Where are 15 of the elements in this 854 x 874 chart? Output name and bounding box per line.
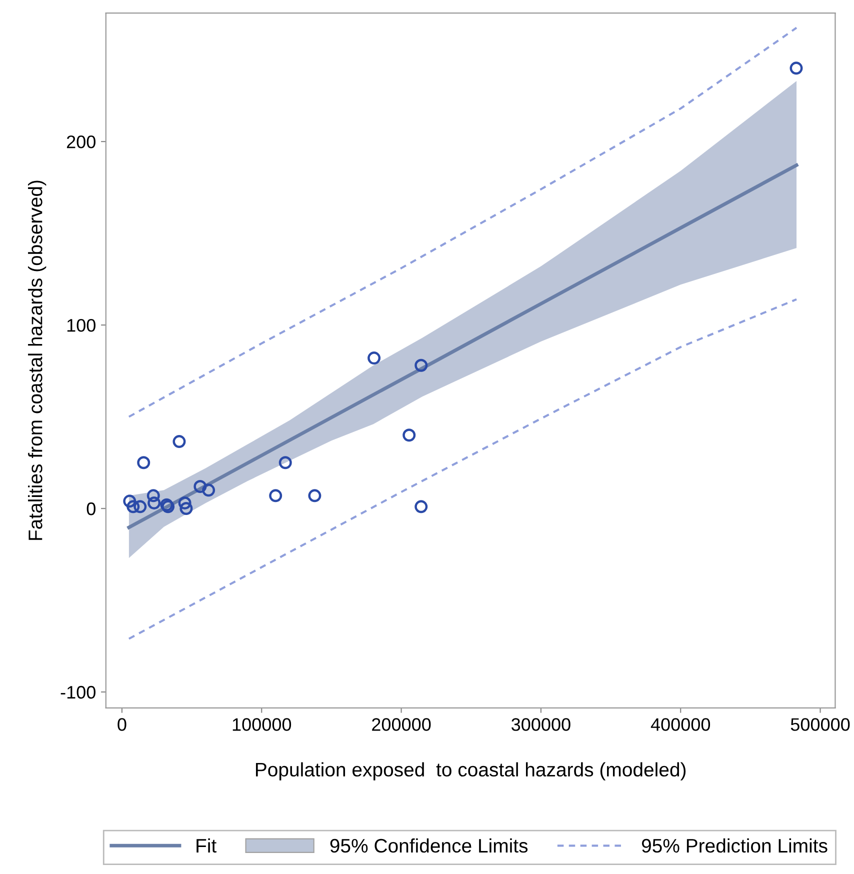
y-tick-label: 200	[66, 135, 96, 148]
x-tick-label: 100000	[232, 718, 292, 731]
x-axis-title: Population exposed to coastal hazards (modeled)	[256, 762, 686, 780]
x-tick-label: 200000	[372, 718, 431, 731]
legend-label: 95% Prediction Limits	[642, 838, 828, 853]
x-tick-label: 0	[118, 718, 126, 731]
x-tick-label: 300000	[512, 718, 570, 731]
y-axis-title: Fatalities from coastal hazards (observed)	[28, 180, 46, 540]
y-tick-label: 100	[67, 318, 96, 332]
x-tick-label: 400000	[650, 718, 710, 731]
legend-label: Fit	[196, 838, 216, 853]
y-tick-label: 0	[86, 502, 96, 516]
y-tick-label: -100	[60, 686, 96, 699]
text: 95% Confidence Limits	[330, 838, 528, 853]
x-tick-label: 500000	[790, 718, 850, 731]
